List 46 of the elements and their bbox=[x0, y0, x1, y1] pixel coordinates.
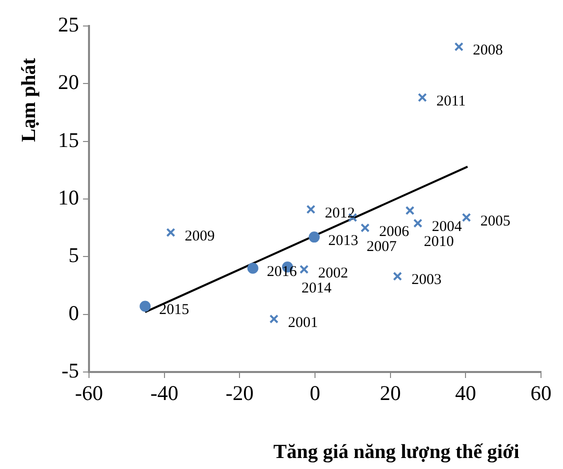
point bbox=[405, 206, 414, 216]
y-tick-label: 5 bbox=[68, 243, 79, 268]
point bbox=[462, 212, 471, 222]
annotation: 2008 bbox=[472, 42, 503, 59]
y-tick-label: -5 bbox=[62, 358, 79, 383]
annotation: 2012 bbox=[324, 205, 355, 222]
point bbox=[418, 92, 427, 102]
x-tick-label: 40 bbox=[455, 381, 476, 406]
annotation: 2014 bbox=[302, 280, 332, 296]
point bbox=[454, 42, 464, 52]
annotation: 2003 bbox=[411, 272, 442, 288]
annotation: 2009 bbox=[184, 228, 215, 244]
point bbox=[140, 300, 151, 312]
point bbox=[392, 272, 402, 281]
annotation: 2016 bbox=[266, 264, 298, 280]
annotation: 2015 bbox=[159, 302, 190, 318]
point bbox=[269, 314, 278, 324]
x-tick-label: 60 bbox=[530, 381, 552, 406]
annotation: 2005 bbox=[480, 213, 510, 230]
x-tick-label: -60 bbox=[75, 381, 103, 406]
annotation: 2013 bbox=[328, 232, 358, 249]
annotation: 2010 bbox=[424, 234, 454, 250]
x-tick-label: 0 bbox=[310, 381, 320, 406]
point bbox=[247, 262, 258, 274]
x-tick-label: 20 bbox=[380, 381, 401, 406]
y-tick-label: 20 bbox=[58, 70, 79, 94]
annotation: 2004 bbox=[432, 219, 462, 236]
annotation: 2001 bbox=[288, 314, 318, 331]
x-tick-label: -40 bbox=[150, 381, 178, 406]
annotation: 2006 bbox=[379, 224, 410, 240]
point bbox=[308, 232, 320, 243]
y-axis-title: Lạm phát bbox=[18, 58, 40, 142]
point bbox=[306, 204, 316, 214]
y-tick-label: 15 bbox=[58, 128, 79, 152]
point bbox=[413, 218, 422, 228]
annotation: 2011 bbox=[436, 93, 466, 110]
point bbox=[166, 228, 176, 237]
annotation: 2002 bbox=[318, 265, 348, 282]
annotation: 2007 bbox=[366, 238, 398, 255]
y-tick-label: 10 bbox=[58, 186, 79, 210]
x-axis-title: Tăng giá năng lượng thế giới bbox=[273, 441, 520, 463]
y-tick-label: 25 bbox=[58, 12, 79, 37]
point bbox=[360, 223, 370, 232]
x-tick-label: -20 bbox=[226, 381, 254, 406]
y-tick-label: 0 bbox=[68, 300, 79, 325]
point bbox=[300, 264, 309, 274]
